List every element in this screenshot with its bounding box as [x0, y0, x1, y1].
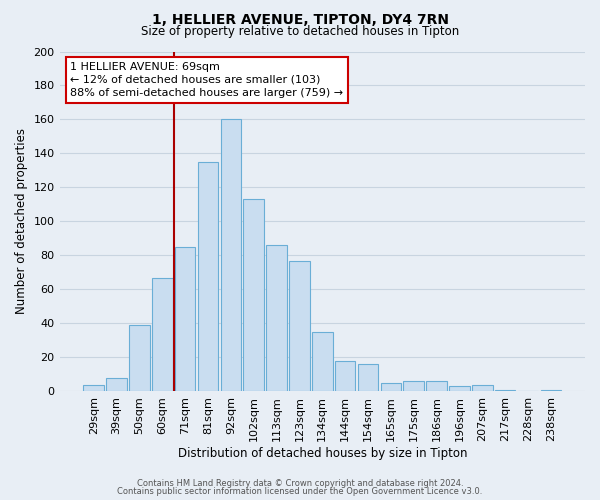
Bar	[426, 382, 447, 392]
Bar	[175, 247, 196, 392]
Bar	[129, 325, 150, 392]
Bar	[244, 200, 264, 392]
Text: Contains public sector information licensed under the Open Government Licence v3: Contains public sector information licen…	[118, 487, 482, 496]
Bar	[358, 364, 378, 392]
X-axis label: Distribution of detached houses by size in Tipton: Distribution of detached houses by size …	[178, 447, 467, 460]
Bar	[106, 378, 127, 392]
Y-axis label: Number of detached properties: Number of detached properties	[15, 128, 28, 314]
Bar	[403, 382, 424, 392]
Text: Contains HM Land Registry data © Crown copyright and database right 2024.: Contains HM Land Registry data © Crown c…	[137, 478, 463, 488]
Bar	[449, 386, 470, 392]
Bar	[221, 120, 241, 392]
Bar	[541, 390, 561, 392]
Bar	[472, 384, 493, 392]
Bar	[289, 260, 310, 392]
Bar	[198, 162, 218, 392]
Bar	[312, 332, 332, 392]
Bar	[495, 390, 515, 392]
Text: Size of property relative to detached houses in Tipton: Size of property relative to detached ho…	[141, 25, 459, 38]
Text: 1, HELLIER AVENUE, TIPTON, DY4 7RN: 1, HELLIER AVENUE, TIPTON, DY4 7RN	[151, 12, 449, 26]
Text: 1 HELLIER AVENUE: 69sqm
← 12% of detached houses are smaller (103)
88% of semi-d: 1 HELLIER AVENUE: 69sqm ← 12% of detache…	[70, 62, 343, 98]
Bar	[335, 361, 355, 392]
Bar	[83, 384, 104, 392]
Bar	[266, 246, 287, 392]
Bar	[380, 383, 401, 392]
Bar	[152, 278, 173, 392]
